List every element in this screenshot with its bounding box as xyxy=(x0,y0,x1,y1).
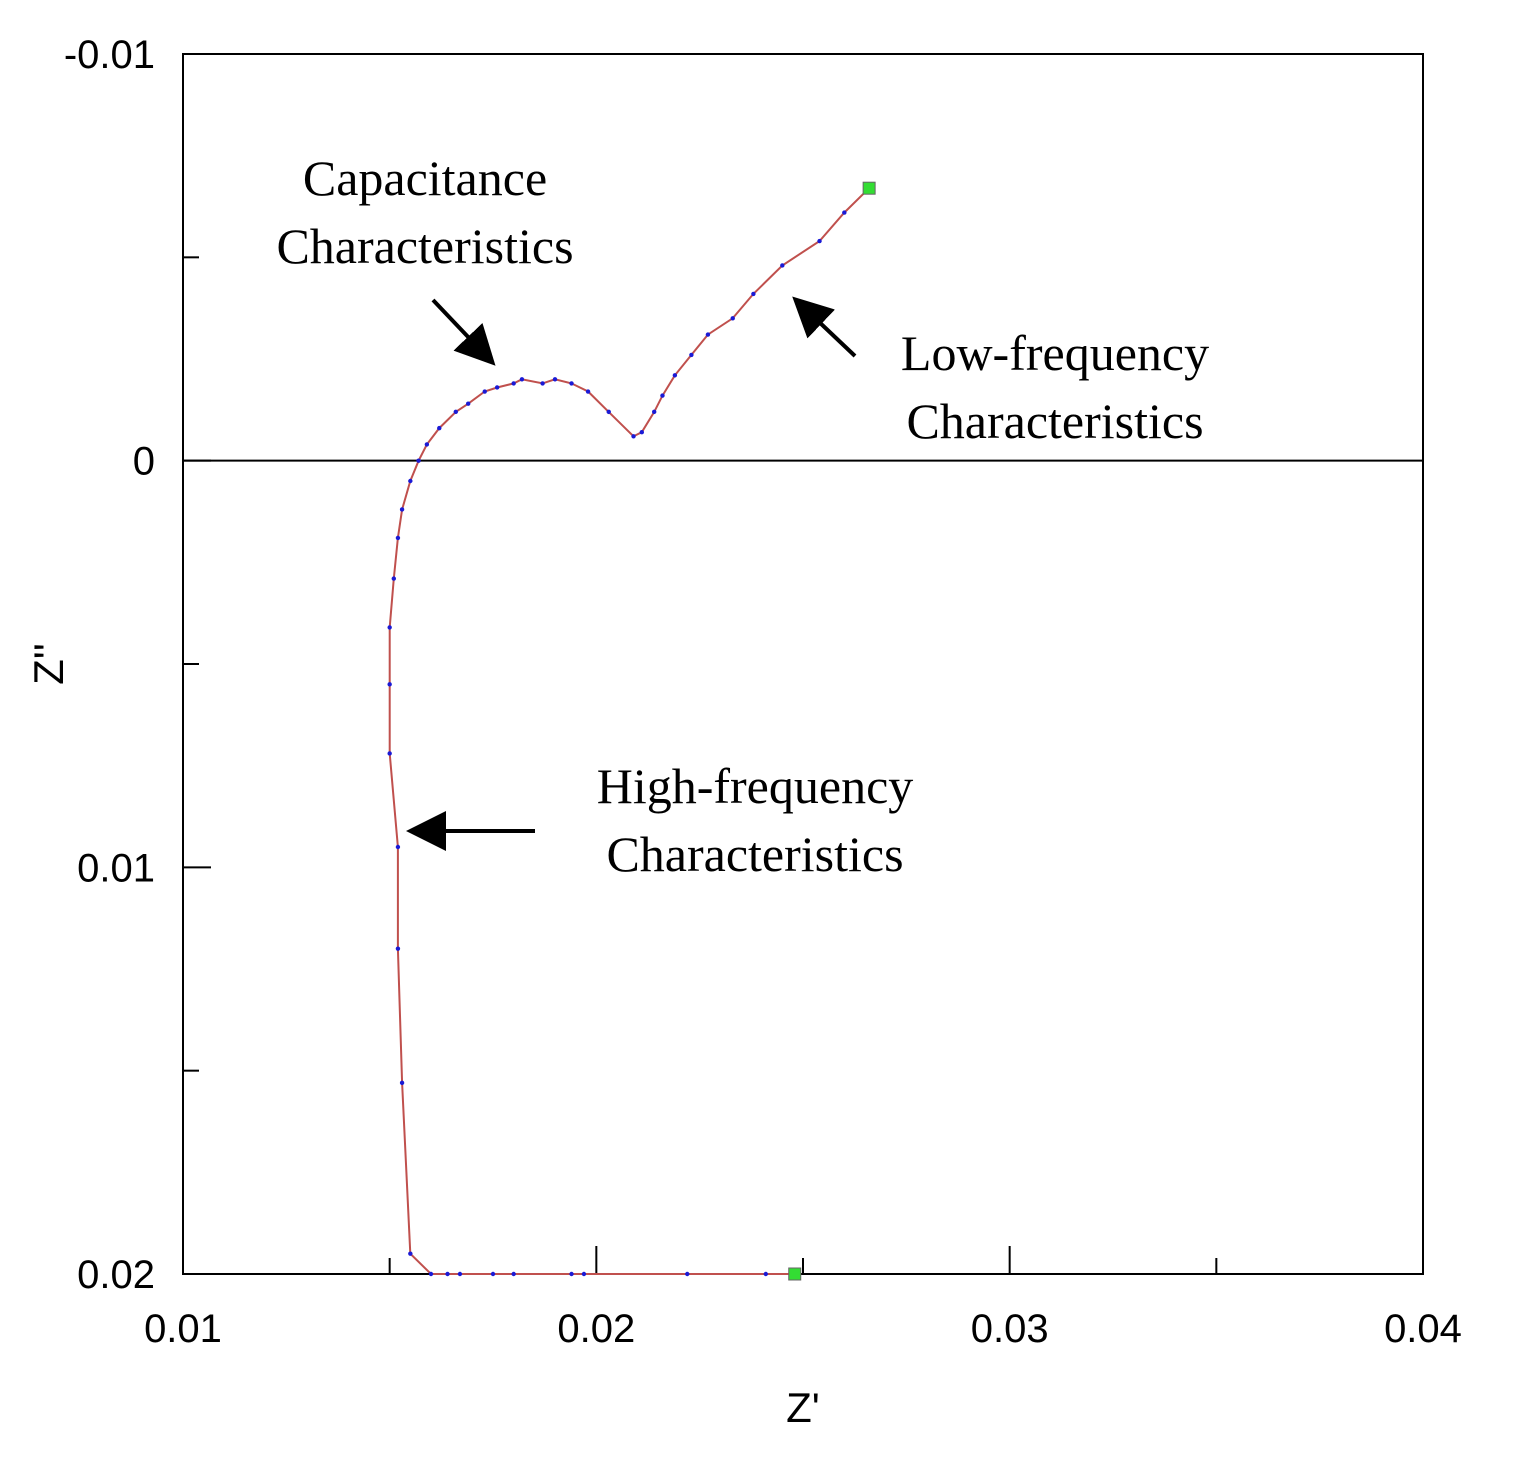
data-point xyxy=(751,291,756,297)
data-point xyxy=(730,316,735,321)
y-tick-label: -0.01 xyxy=(64,33,155,77)
data-point xyxy=(424,442,430,447)
data-point xyxy=(631,434,636,439)
data-point xyxy=(763,1271,768,1277)
data-point xyxy=(387,682,392,687)
annotation-text: Low-frequency xyxy=(901,325,1209,381)
data-point xyxy=(540,381,545,386)
axis-ticks xyxy=(182,53,1424,1275)
annotation-arrow xyxy=(792,296,857,358)
data-point xyxy=(817,238,822,244)
y-tick-label: 0.01 xyxy=(77,846,155,890)
data-point xyxy=(387,751,392,756)
data-point xyxy=(445,1271,450,1277)
data-point xyxy=(660,393,665,398)
annotations: Capacitance Characteristics Low-frequency C… xyxy=(276,150,1209,882)
data-point xyxy=(395,844,401,850)
data-point xyxy=(606,409,611,415)
data-point xyxy=(408,478,413,484)
series-markers xyxy=(387,181,876,1281)
annotation-text: Characteristics xyxy=(606,826,903,882)
data-point xyxy=(395,535,401,541)
data-point xyxy=(466,401,471,406)
data-point xyxy=(437,425,442,431)
data-point xyxy=(395,946,401,951)
data-point xyxy=(689,352,694,358)
data-point xyxy=(705,332,711,337)
data-point xyxy=(569,1271,574,1277)
data-point xyxy=(482,389,487,394)
data-point xyxy=(652,409,657,415)
x-tick-label: 0.03 xyxy=(971,1307,1049,1351)
data-point xyxy=(490,1271,496,1277)
data-point xyxy=(399,507,405,512)
data-point xyxy=(428,1271,434,1277)
data-point xyxy=(408,1251,413,1256)
data-point xyxy=(552,377,558,382)
annotation-text: Characteristics xyxy=(906,393,1203,449)
x-axis-title: Z' xyxy=(786,1384,820,1431)
x-tick-label: 0.04 xyxy=(1384,1307,1462,1351)
data-point xyxy=(842,210,847,215)
annotation-arrow xyxy=(431,298,496,366)
data-point xyxy=(387,625,392,630)
data-point xyxy=(581,1271,587,1277)
x-tick-label: 0.02 xyxy=(557,1307,635,1351)
endpoint-marker xyxy=(862,181,876,195)
annotation-text: High-frequency xyxy=(597,758,914,814)
y-axis-title: Z'' xyxy=(25,643,72,685)
data-point xyxy=(569,381,574,386)
data-point xyxy=(780,263,785,268)
y-tick-label: 0.02 xyxy=(77,1253,155,1297)
data-point xyxy=(685,1271,690,1277)
data-point xyxy=(511,1271,516,1277)
data-point xyxy=(639,430,644,435)
data-point xyxy=(453,409,458,415)
data-point xyxy=(511,381,516,386)
data-point xyxy=(399,1080,405,1086)
endpoint-marker xyxy=(788,1267,802,1281)
impedance-curve xyxy=(388,187,870,1275)
series-line xyxy=(388,187,870,1275)
data-point xyxy=(494,385,500,390)
x-tick-label: 0.01 xyxy=(144,1307,222,1351)
data-point xyxy=(391,576,396,581)
y-tick-label: 0 xyxy=(133,440,155,484)
annotation-text: Characteristics xyxy=(276,218,573,274)
data-point xyxy=(672,373,678,378)
data-point xyxy=(416,458,421,463)
annotation-text: Capacitance xyxy=(303,150,547,206)
data-point xyxy=(585,389,591,394)
data-point xyxy=(457,1271,463,1277)
tick-labels: 0.01 0.02 0.03 0.04 -0.01 0 0.01 0.02 xyxy=(64,33,1462,1351)
data-point xyxy=(519,377,525,382)
